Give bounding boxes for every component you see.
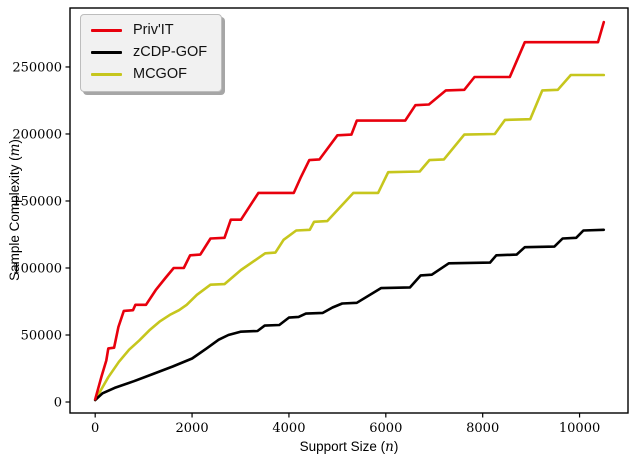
legend-swatch-icon [91, 29, 122, 33]
y-tick-label: 150000 [12, 194, 62, 209]
series-line-mcgof [93, 73, 606, 402]
y-tick-label: 0 [54, 396, 62, 411]
legend-swatch-icon [91, 51, 122, 55]
y-axis-label: Sample Complexity (m) [7, 139, 23, 281]
legend-item: MCGOF [91, 65, 207, 83]
x-tick-label: 4000 [272, 421, 305, 436]
y-tick-label: 50000 [21, 329, 62, 344]
y-tick-label: 250000 [12, 60, 62, 75]
x-axis-label-var: n [385, 439, 394, 455]
x-tick-label: 8000 [466, 421, 499, 436]
y-axis-label-var: m [7, 143, 23, 157]
x-tick-label: 6000 [369, 421, 402, 436]
legend-swatch-icon [91, 73, 122, 77]
legend-item: zCDP-GOF [91, 43, 208, 61]
y-tick-label: 200000 [12, 127, 62, 142]
x-tick-label: 2000 [176, 421, 209, 436]
x-axis-label-suffix: ) [393, 439, 399, 454]
series-line-priv-it [93, 20, 606, 401]
x-axis-label: Support Size (n) [300, 439, 399, 455]
y-axis-label-text: Sample Complexity ( [7, 156, 22, 281]
legend-item: Priv'IT [91, 22, 207, 39]
y-tick-label: 100000 [12, 261, 62, 276]
legend-label: Priv'IT [133, 22, 174, 38]
x-tick-label: 0 [91, 421, 99, 436]
series-line-zcdp-gof [93, 228, 606, 402]
legend: Priv'IT zCDP-GOF MCGOF [80, 14, 223, 92]
x-tick-label: 10000 [559, 421, 600, 436]
x-axis-label-text: Support Size ( [299, 439, 386, 454]
legend-label: MCGOF [133, 65, 187, 82]
y-axis-label-suffix: ) [7, 139, 22, 144]
legend-label: zCDP-GOF [133, 43, 208, 60]
